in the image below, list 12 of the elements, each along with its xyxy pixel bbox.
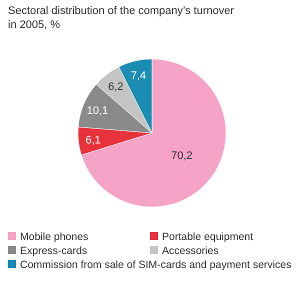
data-label: 6,1 bbox=[86, 134, 101, 146]
legend-label: Commission from sale of SIM-cards and payment services bbox=[20, 259, 292, 271]
data-label: 6,2 bbox=[108, 81, 124, 94]
data-label: 10,1 bbox=[86, 104, 108, 117]
data-label: 7,4 bbox=[130, 70, 146, 82]
chart-title: Sectoral distribution of the company’s turnover in 2005, % bbox=[8, 5, 234, 31]
legend-label: Mobile phones bbox=[20, 231, 88, 243]
data-label: 70,2 bbox=[171, 150, 193, 162]
legend-label: Accessories bbox=[162, 245, 219, 257]
pie-slice bbox=[81, 58, 226, 208]
legend-label: Portable equipment bbox=[162, 231, 254, 243]
legend-label: Express-cards bbox=[20, 245, 88, 257]
